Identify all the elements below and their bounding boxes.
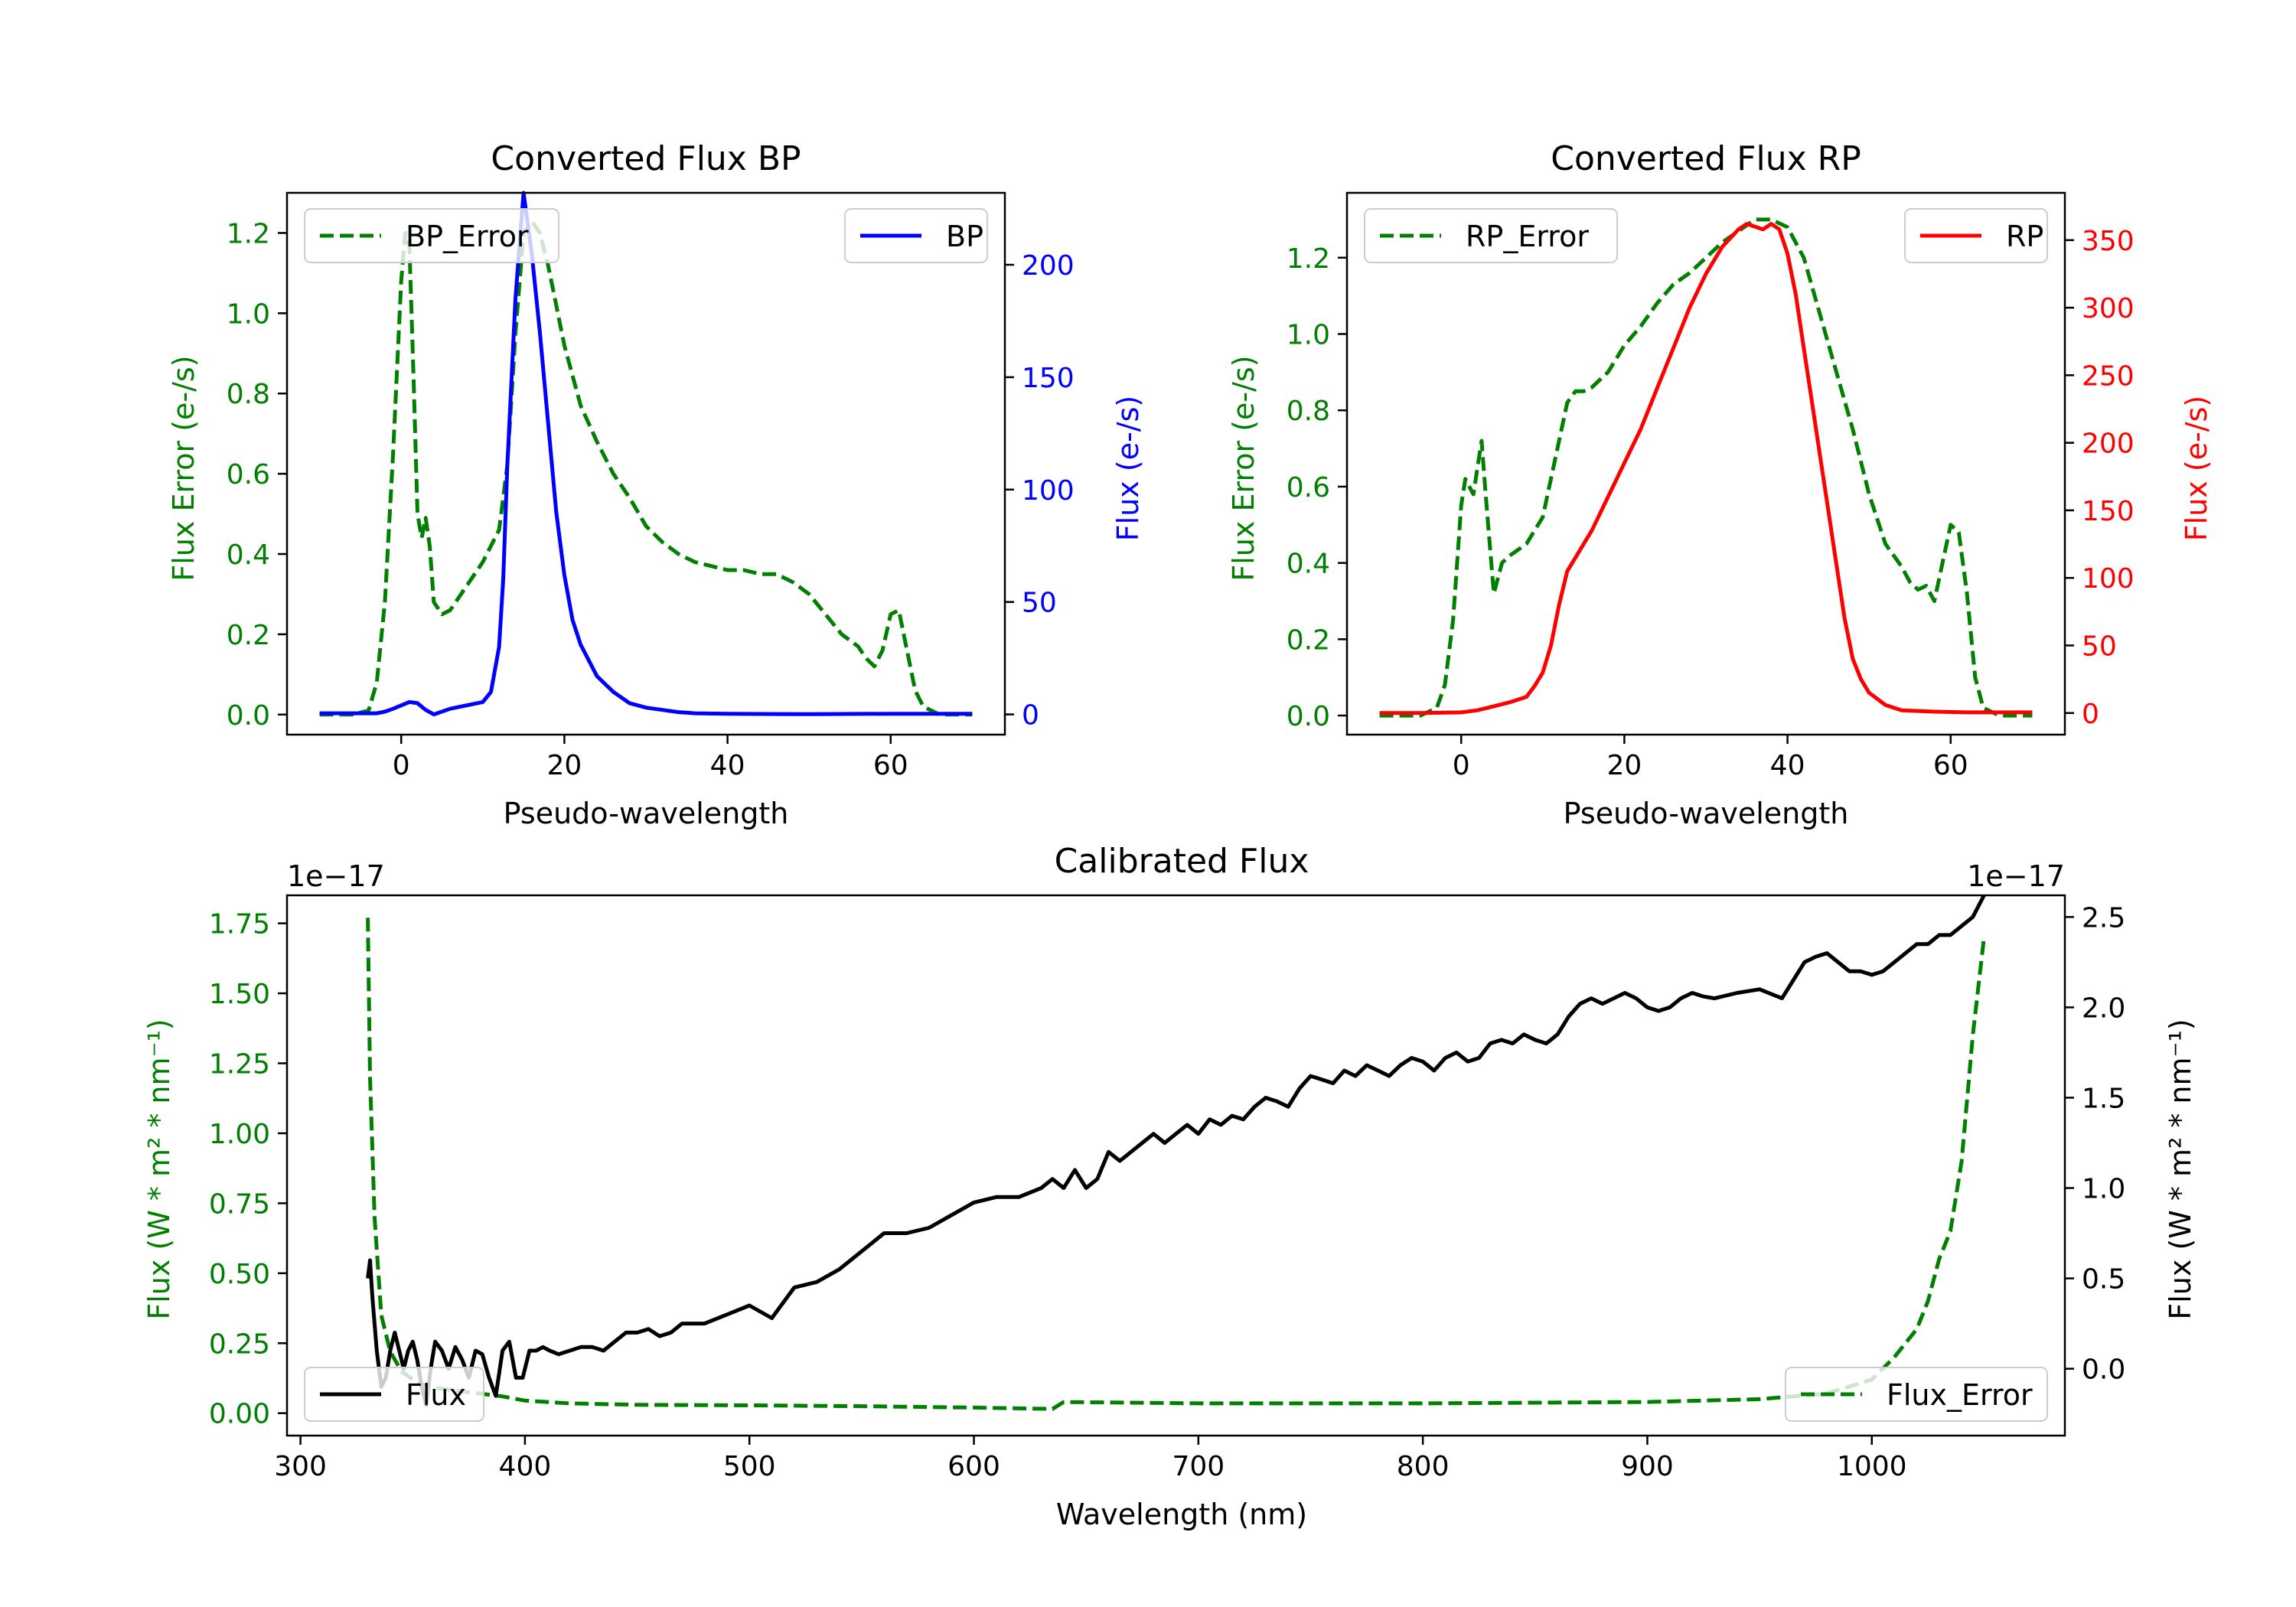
rp-title: Converted Flux RP [1551, 139, 1861, 178]
calibrated-xtick-label: 300 [274, 1451, 327, 1482]
rp-ytick-right-label: 100 [2082, 563, 2135, 595]
bp-xlabel: Pseudo-wavelength [504, 797, 789, 830]
calibrated-ytick-left-label: 0.00 [209, 1399, 270, 1430]
rp-ylabel-right: Flux (e-/s) [2180, 396, 2213, 541]
calibrated-xtick-label: 1000 [1837, 1451, 1907, 1482]
rp-series-rp [1379, 222, 2033, 715]
calibrated-ytick-right-label: 2.5 [2082, 902, 2125, 934]
rp-xtick-label: 20 [1607, 750, 1642, 781]
rp-ytick-right-label: 0 [2082, 699, 2099, 730]
bp-ytick-right-label: 100 [1022, 475, 1075, 507]
bp-xtick-label: 0 [393, 750, 410, 781]
bp-xtick-label: 20 [547, 750, 582, 781]
calibrated-xtick-label: 900 [1621, 1451, 1674, 1482]
calibrated-ytick-right-label: 1.0 [2082, 1174, 2125, 1205]
rp-ytick-left-label: 1.0 [1287, 319, 1330, 350]
rp-ytick-left-label: 0.6 [1287, 472, 1330, 504]
rp-panel: Converted Flux RP Pseudo-wavelength Flux… [1227, 139, 2213, 830]
rp-axes-frame [1345, 191, 2066, 736]
rp-xtick-label: 40 [1770, 750, 1805, 781]
bp-ytick-right-label: 200 [1022, 250, 1075, 282]
calibrated-ytick-left-label: 1.00 [209, 1119, 270, 1150]
rp-ytick-right-label: 150 [2082, 496, 2135, 527]
bp-legend-right: BP [844, 208, 988, 263]
calibrated-offset-right: 1e−17 [1967, 859, 2065, 893]
calibrated-title: Calibrated Flux [1055, 842, 1309, 881]
rp-legend-flux-label: RP [2006, 220, 2043, 253]
bp-ylabel-right: Flux (e-/s) [1111, 396, 1145, 541]
calibrated-ytick-right-label: 0.0 [2082, 1354, 2125, 1386]
calibrated-legend-flux-label: Flux [406, 1378, 466, 1412]
calibrated-xtick-label: 400 [499, 1451, 552, 1482]
rp-ytick-left-label: 0.0 [1287, 701, 1330, 732]
bp-ytick-left-label: 0.4 [227, 539, 270, 571]
bp-ytick-right-label: 50 [1022, 588, 1057, 619]
bp-xtick-label: 60 [873, 750, 908, 781]
rp-series-rp-error [1379, 217, 2033, 718]
calibrated-ylabel-right: Flux (W * m² * nm⁻¹) [2164, 1019, 2197, 1319]
rp-xlabel: Pseudo-wavelength [1564, 797, 1849, 830]
rp-legend-left: RP_Error [1364, 208, 1618, 263]
bp-ylabel-left: Flux Error (e-/s) [167, 355, 201, 581]
bp-axes-frame [285, 191, 1006, 736]
bp-legend-flux-label: BP [946, 220, 983, 253]
bp-ytick-left-label: 0.0 [227, 700, 270, 732]
rp-legend-error-label: RP_Error [1466, 220, 1589, 253]
rp-legend-right: RP [1904, 208, 2048, 263]
rp-ylabel-left: Flux Error (e-/s) [1227, 355, 1261, 581]
bp-title: Converted Flux BP [491, 139, 801, 178]
calibrated-xtick-label: 700 [1172, 1451, 1225, 1482]
calibrated-ytick-right-label: 1.5 [2082, 1083, 2125, 1114]
bp-ytick-right-label: 150 [1022, 363, 1075, 394]
bp-ytick-left-label: 0.2 [227, 620, 270, 651]
bp-panel: Converted Flux BP Pseudo-wavelength Flux… [167, 139, 1145, 830]
calibrated-ytick-right-label: 2.0 [2082, 993, 2125, 1024]
bp-ytick-left-label: 1.2 [227, 218, 270, 249]
calibrated-xlabel: Wavelength (nm) [1056, 1498, 1307, 1531]
calibrated-axes-frame [285, 894, 2066, 1437]
calibrated-legend-error-label: Flux_Error [1887, 1378, 2033, 1412]
calibrated-xtick-label: 500 [723, 1451, 776, 1482]
calibrated-offset-left: 1e−17 [287, 859, 385, 893]
rp-ytick-right-label: 250 [2082, 360, 2135, 392]
calibrated-ytick-left-label: 0.75 [209, 1188, 270, 1220]
calibrated-ytick-left-label: 1.25 [209, 1048, 270, 1080]
rp-xtick-label: 0 [1453, 750, 1470, 781]
calibrated-ytick-left-label: 0.25 [209, 1328, 270, 1360]
calibrated-xtick-label: 800 [1397, 1451, 1450, 1482]
rp-ytick-left-label: 0.2 [1287, 624, 1330, 656]
calibrated-ytick-left-label: 0.50 [209, 1259, 270, 1290]
calibrated-ylabel-left: Flux (W * m² * nm⁻¹) [142, 1019, 176, 1319]
rp-xtick-label: 60 [1933, 750, 1968, 781]
rp-ytick-left-label: 0.4 [1287, 549, 1330, 580]
calibrated-legend-left: Flux [304, 1367, 484, 1422]
calibrated-xtick-label: 600 [947, 1451, 1000, 1482]
rp-ytick-left-label: 1.2 [1287, 243, 1330, 275]
rp-ytick-right-label: 300 [2082, 293, 2135, 324]
calibrated-series-flux [366, 894, 1986, 1407]
bp-legend-left: BP_Error [304, 208, 559, 263]
calibrated-ytick-left-label: 1.50 [209, 979, 270, 1010]
calibrated-ytick-left-label: 1.75 [209, 909, 270, 940]
bp-xtick-label: 40 [710, 750, 745, 781]
bp-ytick-left-label: 0.8 [227, 379, 270, 410]
rp-ytick-right-label: 350 [2082, 226, 2135, 257]
bp-ytick-left-label: 0.6 [227, 459, 270, 491]
bp-ytick-right-label: 0 [1022, 700, 1039, 732]
rp-ytick-right-label: 50 [2082, 631, 2117, 662]
calibrated-panel: Calibrated Flux 1e−17 1e−17 Wavelength (… [142, 842, 2197, 1531]
calibrated-legend-right: Flux_Error [1785, 1367, 2048, 1422]
bp-ytick-left-label: 1.0 [227, 298, 270, 330]
rp-ytick-left-label: 0.8 [1287, 396, 1330, 427]
bp-legend-error-label: BP_Error [406, 220, 529, 253]
rp-ytick-right-label: 200 [2082, 429, 2135, 460]
calibrated-ytick-right-label: 0.5 [2082, 1264, 2125, 1296]
